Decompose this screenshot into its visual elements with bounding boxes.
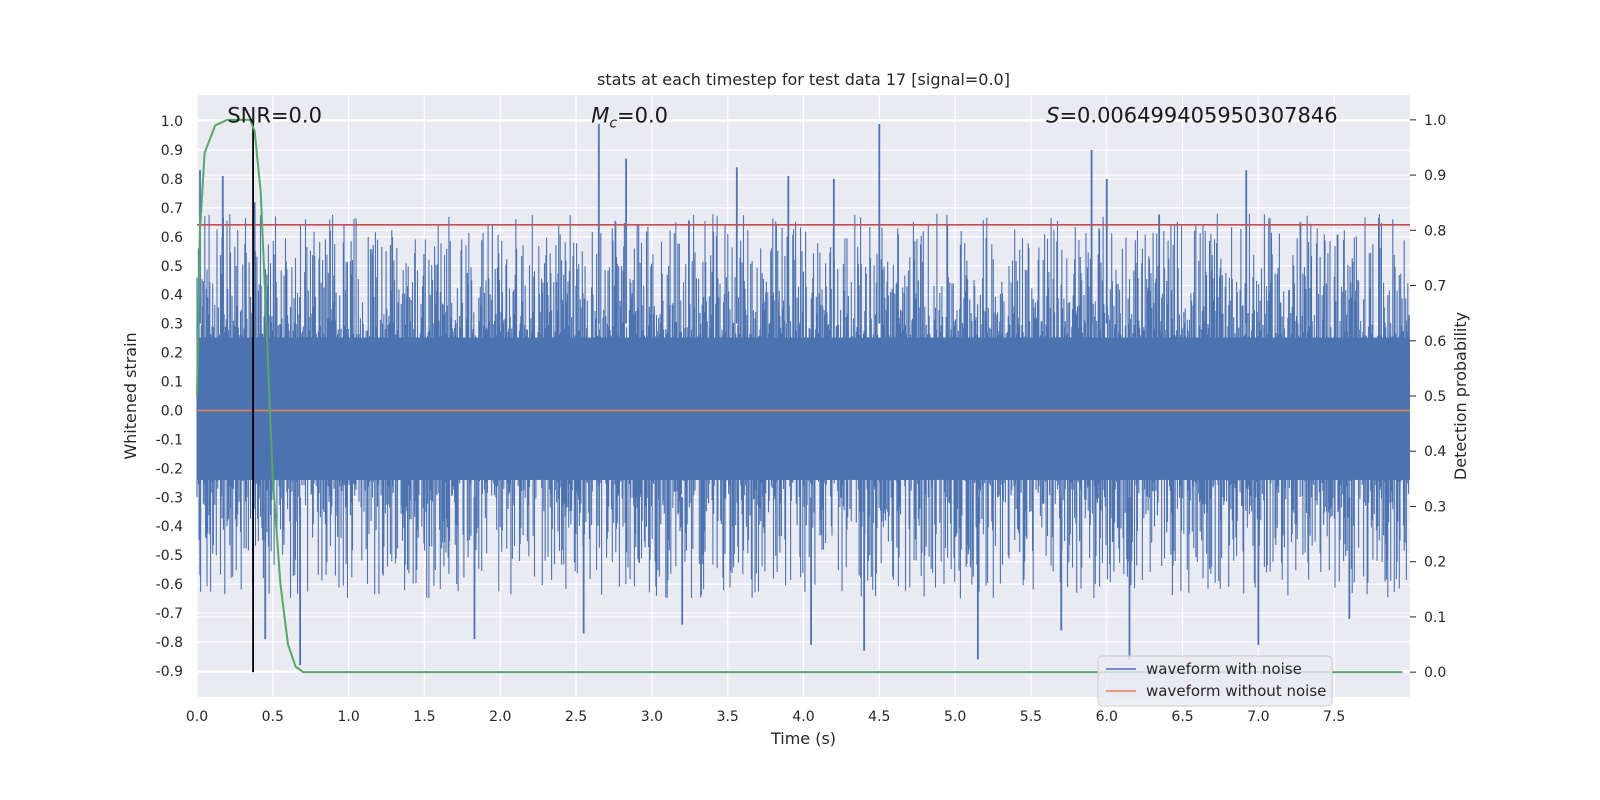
x-tick-label: 0.5 — [262, 709, 284, 725]
mc-subscript: c — [609, 115, 617, 131]
snr-label: SNR — [227, 103, 271, 127]
s-value: =0.006499405950307846 — [1059, 103, 1337, 127]
legend-box — [1097, 655, 1333, 707]
y-tick-label: 0.3 — [161, 317, 183, 333]
y-tick-label: 0.1 — [161, 375, 183, 391]
y-tick-label: -0.8 — [156, 635, 183, 651]
s-annotation: S=0.006499405950307846 — [1046, 103, 1337, 127]
y2-tick-label: 0.4 — [1424, 444, 1446, 460]
x-tick-label: 4.0 — [792, 709, 814, 725]
chart-title: stats at each timestep for test data 17 … — [597, 70, 1010, 89]
y-tick-label: 0.8 — [161, 172, 183, 188]
y-tick-label: -0.9 — [156, 664, 183, 680]
y2-tick-label: 0.2 — [1424, 555, 1446, 571]
x-tick-label: 7.5 — [1323, 709, 1345, 725]
x-tick-label: 4.5 — [868, 709, 890, 725]
y-tick-label: -0.5 — [156, 548, 183, 564]
legend-label-noise: waveform with noise — [1146, 660, 1302, 678]
y-tick-label: -0.4 — [156, 519, 183, 535]
y2-tick-label: 0.3 — [1424, 499, 1446, 515]
mc-value: =0.0 — [617, 103, 668, 127]
y2-tick-label: 0.0 — [1424, 665, 1446, 681]
x-tick-label: 1.5 — [413, 709, 435, 725]
y2-tick-label: 0.9 — [1424, 168, 1446, 184]
y-tick-label: 0.4 — [161, 288, 183, 304]
x-axis-label: Time (s) — [770, 729, 836, 748]
y-tick-label: 0.6 — [161, 230, 183, 246]
x-tick-label: 3.0 — [641, 709, 663, 725]
y2-tick-label: 0.1 — [1424, 610, 1446, 626]
y2-tick-label: 0.8 — [1424, 223, 1446, 239]
x-tick-label: 5.0 — [944, 709, 966, 725]
y-tick-label: 0.9 — [161, 143, 183, 159]
y-tick-label: 0.2 — [161, 346, 183, 362]
y-tick-label: 0.0 — [161, 403, 183, 419]
y-tick-label: -0.2 — [156, 461, 183, 477]
x-tick-label: 7.0 — [1247, 709, 1269, 725]
y-tick-label: -0.7 — [156, 606, 183, 622]
snr-value: =0.0 — [271, 103, 322, 127]
legend-label-clean: waveform without noise — [1146, 682, 1326, 700]
y-tick-label: 0.5 — [161, 259, 183, 275]
y-tick-label: -0.1 — [156, 432, 183, 448]
x-tick-label: 3.5 — [717, 709, 739, 725]
detection-probability-line — [196, 118, 1403, 674]
y2-tick-label: 0.6 — [1424, 334, 1446, 350]
x-tick-label: 1.0 — [337, 709, 359, 725]
y-tick-label: -0.3 — [156, 490, 183, 506]
legend: waveform with noise waveform without noi… — [1097, 655, 1333, 707]
snr-annotation: SNR=0.0 — [227, 103, 322, 127]
x-tick-label: 0.0 — [186, 709, 208, 725]
y-tick-label: -0.6 — [156, 577, 183, 593]
mc-annotation: Mc=0.0 — [591, 103, 668, 131]
x-tick-label: 6.5 — [1171, 709, 1193, 725]
y-axis-label: Whitened strain — [121, 332, 140, 459]
x-tick-label: 5.5 — [1020, 709, 1042, 725]
x-tick-label: 2.5 — [565, 709, 587, 725]
y2-tick-label: 1.0 — [1424, 113, 1446, 129]
x-tick-label: 6.0 — [1096, 709, 1118, 725]
x-tick-label: 2.0 — [489, 709, 511, 725]
mc-label: M — [591, 103, 609, 127]
y-tick-label: 1.0 — [161, 114, 183, 130]
y2-axis-label: Detection probability — [1451, 312, 1470, 480]
y-tick-label: 0.7 — [161, 201, 183, 217]
y2-tick-label: 0.5 — [1424, 389, 1446, 405]
s-label: S — [1046, 103, 1059, 127]
y2-tick-label: 0.7 — [1424, 279, 1446, 295]
